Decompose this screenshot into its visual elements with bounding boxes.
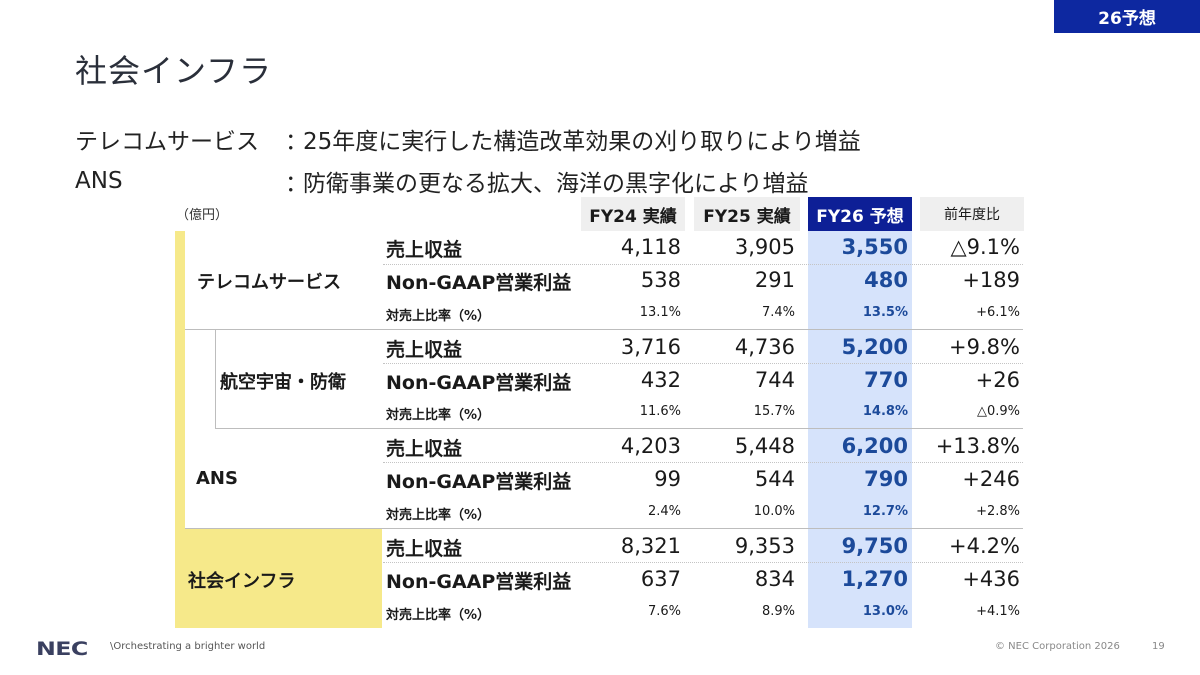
segment-bar <box>175 231 185 529</box>
segment-divider <box>185 329 1023 330</box>
cell-value: 2.4% <box>647 504 681 519</box>
cell-value-yoy: △9.1% <box>950 235 1020 259</box>
summary-block: テレコムサービス ： 25年度に実行した構造改革効果の刈り取りにより増益 ANS… <box>75 118 861 202</box>
cell-value: 7.4% <box>761 305 795 320</box>
cell-value-forecast: 3,550 <box>841 235 908 259</box>
header-fy25: FY25 実績 <box>694 197 800 231</box>
page-number: 19 <box>1152 641 1165 652</box>
cell-value: 10.0% <box>753 504 795 519</box>
forecast-badge: 26予想 <box>1054 0 1200 33</box>
page-title: 社会インフラ <box>75 52 273 90</box>
metric-op-income: Non-GAAP営業利益 <box>386 372 572 394</box>
cell-value-forecast: 13.0% <box>862 604 908 619</box>
total-segment-bg <box>175 529 382 628</box>
sub-segment-divider <box>215 329 216 428</box>
cell-value-forecast: 5,200 <box>841 335 908 359</box>
segment-label-telecom: テレコムサービス <box>197 272 341 293</box>
cell-value: 4,118 <box>620 235 681 259</box>
header-fy26: FY26 予想 <box>808 197 912 231</box>
cell-value: 4,736 <box>734 335 795 359</box>
cell-value-yoy: +189 <box>962 268 1020 292</box>
metric-margin: 対売上比率（%） <box>386 608 491 623</box>
cell-value: 15.7% <box>753 404 795 419</box>
cell-value: 432 <box>640 368 681 392</box>
metric-op-income: Non-GAAP営業利益 <box>386 272 572 294</box>
cell-value: 99 <box>654 467 681 491</box>
metric-revenue: 売上収益 <box>386 339 463 361</box>
cell-value: 544 <box>754 467 795 491</box>
cell-value: 3,716 <box>620 335 681 359</box>
summary-colon: ： <box>285 129 308 155</box>
header-fy24: FY24 実績 <box>581 197 685 231</box>
summary-colon: ： <box>285 171 308 197</box>
cell-value-yoy: +4.2% <box>949 534 1020 558</box>
cell-value: 13.1% <box>639 305 681 320</box>
cell-value-yoy: +246 <box>962 467 1020 491</box>
summary-text: 防衛事業の更なる拡大、海洋の黒字化により増益 <box>303 171 809 197</box>
cell-value-yoy: +9.8% <box>949 335 1020 359</box>
header-yoy: 前年度比 <box>920 197 1024 231</box>
cell-value-forecast: 480 <box>864 268 908 292</box>
cell-value-forecast: 12.7% <box>862 504 908 519</box>
segment-label-aerospace: 航空宇宙・防衛 <box>220 372 346 393</box>
cell-value-yoy: +6.1% <box>976 305 1020 320</box>
summary-line-ans: ANS ： 防衛事業の更なる拡大、海洋の黒字化により増益 <box>75 160 861 202</box>
metric-margin: 対売上比率（%） <box>386 309 491 324</box>
summary-segment: ANS <box>75 168 123 194</box>
metric-revenue: 売上収益 <box>386 438 463 460</box>
cell-value-forecast: 770 <box>864 368 908 392</box>
row-divider <box>383 264 1023 265</box>
cell-value-yoy: +4.1% <box>976 604 1020 619</box>
row-divider <box>383 462 1023 463</box>
cell-value: 11.6% <box>639 404 681 419</box>
cell-value-yoy: +13.8% <box>935 434 1020 458</box>
segment-divider <box>215 428 1023 429</box>
segment-divider <box>185 528 1023 529</box>
cell-value: 7.6% <box>647 604 681 619</box>
cell-value-yoy: +26 <box>975 368 1020 392</box>
cell-value: 3,905 <box>734 235 795 259</box>
row-divider <box>383 363 1023 364</box>
cell-value: 291 <box>754 268 795 292</box>
cell-value-yoy: △0.9% <box>976 404 1020 419</box>
unit-label: （億円） <box>176 208 229 223</box>
metric-op-income: Non-GAAP営業利益 <box>386 571 572 593</box>
cell-value-forecast: 13.5% <box>862 305 908 320</box>
metric-revenue: 売上収益 <box>386 239 463 261</box>
cell-value: 744 <box>754 368 795 392</box>
cell-value: 637 <box>640 567 681 591</box>
cell-value-forecast: 790 <box>864 467 908 491</box>
segment-label-total: 社会インフラ <box>188 571 296 592</box>
cell-value: 538 <box>640 268 681 292</box>
cell-value: 8,321 <box>620 534 681 558</box>
summary-text: 25年度に実行した構造改革効果の刈り取りにより増益 <box>303 129 861 155</box>
metric-margin: 対売上比率（%） <box>386 408 491 423</box>
metric-op-income: Non-GAAP営業利益 <box>386 471 572 493</box>
cell-value-forecast: 9,750 <box>841 534 908 558</box>
cell-value-forecast: 6,200 <box>841 434 908 458</box>
cell-value: 834 <box>754 567 795 591</box>
summary-segment: テレコムサービス <box>75 129 259 155</box>
fy26-highlight-column <box>808 231 912 628</box>
cell-value-forecast: 1,270 <box>841 567 908 591</box>
row-divider <box>383 562 1023 563</box>
cell-value-yoy: +436 <box>962 567 1020 591</box>
cell-value: 8.9% <box>761 604 795 619</box>
cell-value: 9,353 <box>734 534 795 558</box>
cell-value-forecast: 14.8% <box>862 404 908 419</box>
cell-value: 5,448 <box>734 434 795 458</box>
summary-line-telecom: テレコムサービス ： 25年度に実行した構造改革効果の刈り取りにより増益 <box>75 118 861 160</box>
footer-tagline: \Orchestrating a brighter world <box>110 641 266 652</box>
cell-value: 4,203 <box>620 434 681 458</box>
footer-copyright: © NEC Corporation 2026 <box>995 641 1120 652</box>
metric-margin: 対売上比率（%） <box>386 508 491 523</box>
segment-label-ans: ANS <box>196 468 238 489</box>
metric-revenue: 売上収益 <box>386 538 463 560</box>
nec-logo: NEC <box>36 638 88 660</box>
cell-value-yoy: +2.8% <box>976 504 1020 519</box>
